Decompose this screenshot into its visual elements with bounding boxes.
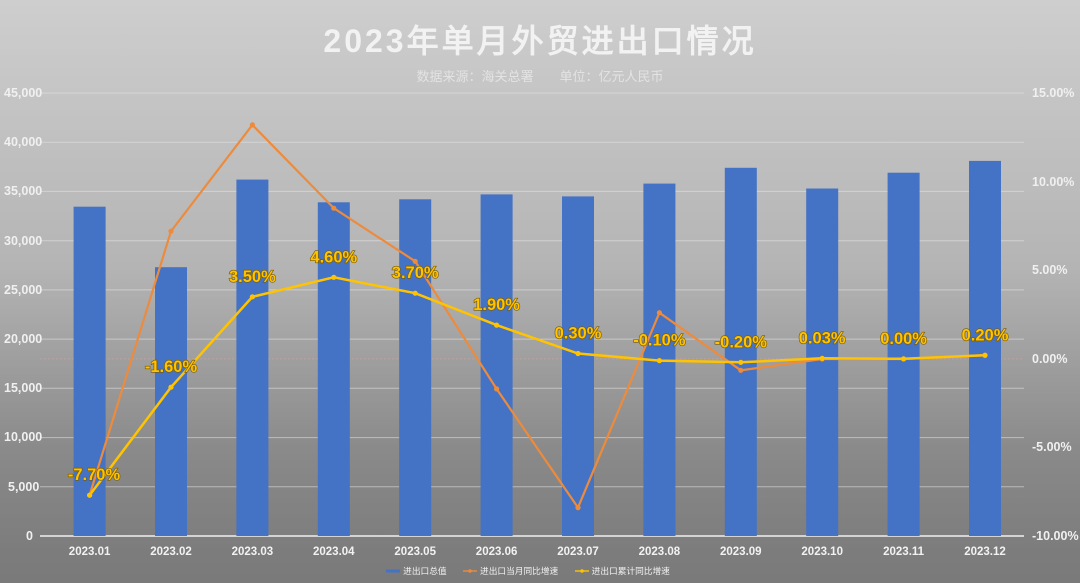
svg-text:-10.00%: -10.00% — [1032, 529, 1079, 543]
svg-text:2023.01: 2023.01 — [69, 546, 111, 558]
svg-text:2023.12: 2023.12 — [964, 546, 1006, 558]
svg-text:0: 0 — [26, 529, 33, 543]
svg-text:-1.60%: -1.60% — [145, 358, 198, 376]
svg-text:0.03%: 0.03% — [799, 329, 846, 347]
svg-text:2023.06: 2023.06 — [476, 546, 518, 558]
svg-text:2023.08: 2023.08 — [639, 546, 681, 558]
svg-text:3.70%: 3.70% — [392, 264, 439, 282]
svg-text:10.00%: 10.00% — [1032, 175, 1074, 189]
svg-text:2023.10: 2023.10 — [801, 546, 843, 558]
svg-text:35,000: 35,000 — [4, 184, 42, 198]
svg-text:45,000: 45,000 — [4, 86, 42, 100]
svg-text:-0.10%: -0.10% — [633, 332, 686, 350]
svg-text:0.00%: 0.00% — [1032, 352, 1067, 366]
svg-text:40,000: 40,000 — [4, 135, 42, 149]
svg-text:2023.04: 2023.04 — [313, 546, 355, 558]
svg-text:2023.03: 2023.03 — [232, 546, 274, 558]
svg-text:30,000: 30,000 — [4, 234, 42, 248]
svg-text:2023.09: 2023.09 — [720, 546, 762, 558]
svg-text:15.00%: 15.00% — [1032, 86, 1074, 100]
svg-text:0.00%: 0.00% — [880, 330, 927, 348]
svg-text:-0.20%: -0.20% — [715, 333, 768, 351]
svg-text:1.90%: 1.90% — [473, 296, 520, 314]
svg-text:10,000: 10,000 — [4, 430, 42, 444]
svg-text:0.30%: 0.30% — [555, 325, 602, 343]
svg-text:-7.70%: -7.70% — [68, 466, 121, 484]
svg-text:25,000: 25,000 — [4, 283, 42, 297]
svg-text:5.00%: 5.00% — [1032, 263, 1067, 277]
svg-text:-5.00%: -5.00% — [1032, 440, 1072, 454]
svg-text:4.60%: 4.60% — [310, 248, 357, 266]
svg-text:2023.02: 2023.02 — [150, 546, 192, 558]
svg-text:5,000: 5,000 — [8, 480, 39, 494]
svg-text:2023.05: 2023.05 — [394, 546, 436, 558]
svg-text:15,000: 15,000 — [4, 381, 42, 395]
svg-text:2023.11: 2023.11 — [883, 546, 925, 558]
svg-text:2023.07: 2023.07 — [557, 546, 599, 558]
svg-text:20,000: 20,000 — [4, 332, 42, 346]
svg-text:3.50%: 3.50% — [229, 268, 276, 286]
svg-text:0.20%: 0.20% — [962, 326, 1009, 344]
